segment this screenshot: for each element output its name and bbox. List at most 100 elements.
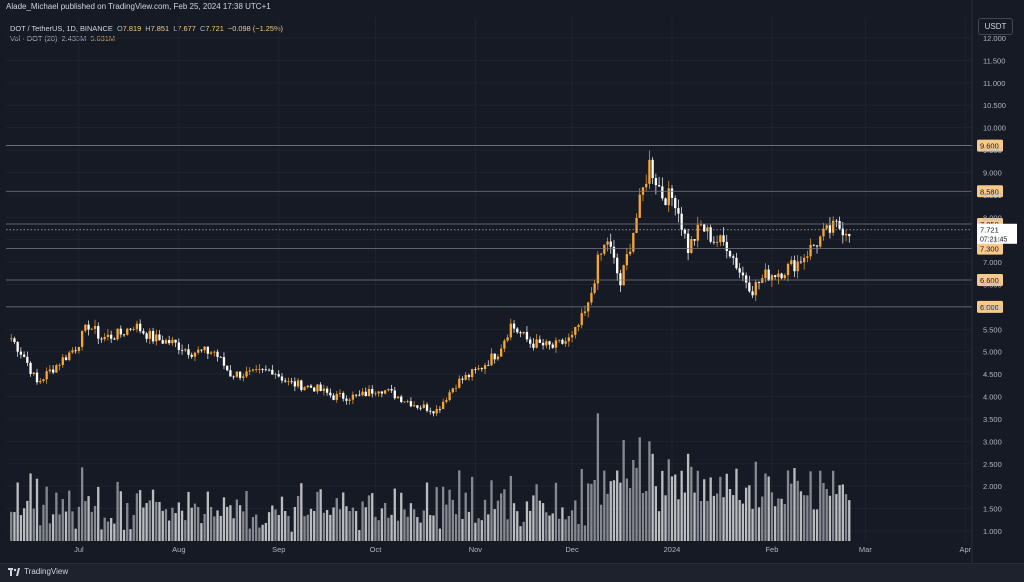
time-tick-label: Nov [469, 545, 483, 554]
candle-body [116, 328, 119, 340]
volume-bar [106, 521, 110, 541]
candle-body [222, 357, 226, 366]
tradingview-logo[interactable]: TradingView [8, 567, 68, 576]
high-value: 7.851 [150, 24, 170, 33]
candle-body [812, 244, 815, 246]
volume-bar [441, 486, 445, 541]
candle-body [296, 380, 300, 387]
candle-body [841, 228, 844, 236]
volume-bar [532, 495, 535, 541]
candle-body [325, 388, 329, 393]
candle-body [332, 395, 335, 400]
volume-bar [654, 486, 658, 541]
volume-bar [429, 515, 432, 541]
volume-bar [13, 512, 16, 541]
volume-bar [761, 496, 764, 541]
volume-bar [274, 509, 277, 541]
candle-body [80, 330, 84, 347]
candle-body [580, 313, 583, 326]
time-tick-label: Oct [370, 545, 383, 554]
volume-bar [674, 474, 677, 541]
volume-bar [335, 498, 338, 541]
candle-body [200, 349, 203, 351]
volume-bar [848, 500, 851, 541]
volume-bar [209, 506, 213, 541]
candle-body [844, 233, 848, 236]
volume-bar [699, 501, 703, 541]
candle-body [126, 328, 129, 335]
candle-body [316, 384, 319, 392]
candle-body [232, 376, 235, 378]
price-tick-label: 6.500 [983, 281, 1002, 290]
candle-body [648, 159, 651, 184]
chart[interactable]: 9.6008.5807.8507.3006.6006.0007.72107:21… [0, 0, 1024, 563]
candle-body [777, 273, 780, 278]
candle-body [180, 349, 184, 351]
volume-bar [567, 516, 571, 541]
candle-body [625, 254, 629, 266]
candle-body [558, 339, 561, 341]
currency-button[interactable]: USDT [978, 18, 1013, 35]
volume-bar [677, 499, 680, 541]
volume-bar [435, 487, 438, 541]
volume-bar [503, 489, 506, 541]
candle-body [32, 372, 35, 374]
candle-body [219, 356, 222, 358]
volume-bar [280, 496, 284, 541]
volume-bar [590, 483, 593, 541]
volume-bar [271, 505, 274, 541]
candle-body [361, 391, 364, 396]
candle-body [422, 404, 425, 408]
volume-bar [409, 503, 413, 541]
volume-bar [267, 512, 271, 541]
volume-bar [438, 528, 442, 541]
volume-bar [45, 486, 48, 541]
price-tick-label: 5.500 [983, 325, 1002, 334]
candle-body [74, 350, 77, 352]
volume-bar [42, 504, 45, 541]
candle-body [354, 394, 358, 396]
volume-bar [309, 508, 313, 541]
candle-body [329, 392, 332, 396]
candle-body [645, 183, 648, 188]
candle-body [728, 251, 732, 257]
candle-body [374, 393, 377, 395]
volume-bar [458, 470, 461, 541]
candle-body [593, 283, 596, 293]
volume-bar [558, 518, 561, 541]
candle-body [429, 410, 432, 412]
volume-bar [255, 514, 258, 541]
volume-bar [828, 495, 832, 541]
candle-body [390, 389, 393, 391]
candle-body [348, 399, 351, 401]
change-value: −0.098 (−1.25%) [227, 24, 283, 33]
volume-bar [715, 493, 719, 541]
level-price-tag [977, 300, 1003, 313]
candle-body [245, 371, 248, 377]
price-tick-label: 8.000 [983, 213, 1002, 222]
candle-body [512, 323, 516, 329]
candle-body [113, 338, 116, 340]
volume-bar [587, 483, 590, 541]
candle-body [577, 325, 580, 327]
volume-bar [844, 494, 848, 541]
candle-body [155, 334, 158, 342]
volume-bar [90, 511, 93, 541]
volume-bar [354, 511, 358, 541]
price-tick-label: 10.500 [983, 101, 1006, 110]
candle-body [438, 408, 442, 410]
candle-body [680, 213, 683, 230]
volume-bar [316, 491, 319, 541]
candle-body [300, 380, 303, 391]
candle-body [371, 389, 374, 394]
volume-bar [126, 503, 129, 541]
candle-body [258, 368, 261, 370]
candle-body [229, 370, 232, 377]
current-price-label: 7.721 [980, 225, 999, 234]
volume-bar [748, 485, 751, 541]
candle-body [51, 369, 55, 373]
candle-body [242, 376, 245, 378]
candle-body [71, 350, 74, 353]
candle-body [761, 278, 764, 283]
candle-body [564, 341, 567, 344]
